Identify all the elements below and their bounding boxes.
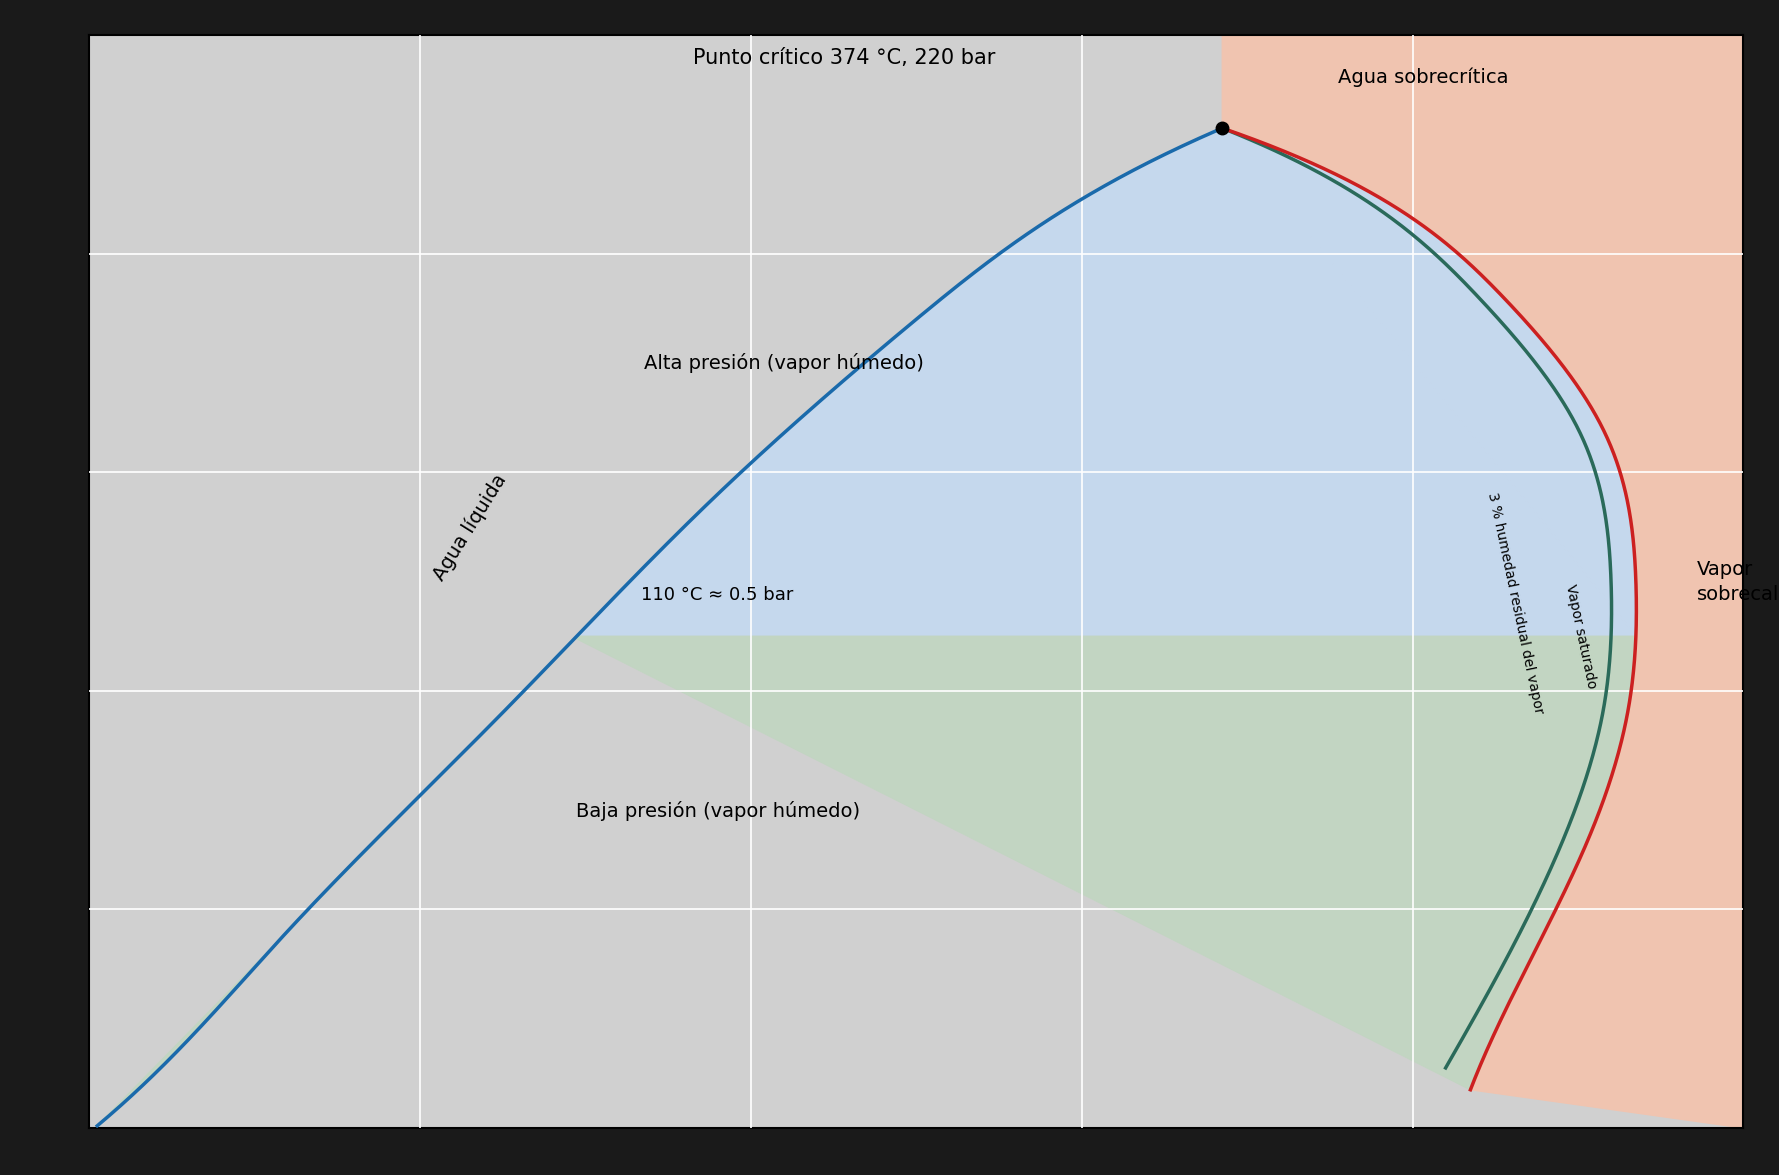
Text: Agua líquida: Agua líquida [429,470,511,584]
Text: 110 °C ≈ 0.5 bar: 110 °C ≈ 0.5 bar [642,586,793,604]
Polygon shape [1222,35,1743,1128]
Text: Vapor saturado: Vapor saturado [1564,583,1599,690]
Polygon shape [98,637,1637,1126]
Text: Vapor
sobrecalentado: Vapor sobrecalentado [1697,559,1779,604]
Text: Punto crítico 374 °C, 220 bar: Punto crítico 374 °C, 220 bar [692,48,994,68]
Polygon shape [576,128,1637,637]
Polygon shape [89,35,1743,1128]
Text: Alta presión (vapor húmedo): Alta presión (vapor húmedo) [644,352,923,374]
Text: 3 % humedad residual del vapor: 3 % humedad residual del vapor [1485,491,1546,716]
Text: Baja presión (vapor húmedo): Baja presión (vapor húmedo) [576,801,859,821]
Text: Agua sobrecrítica: Agua sobrecrítica [1338,67,1509,87]
